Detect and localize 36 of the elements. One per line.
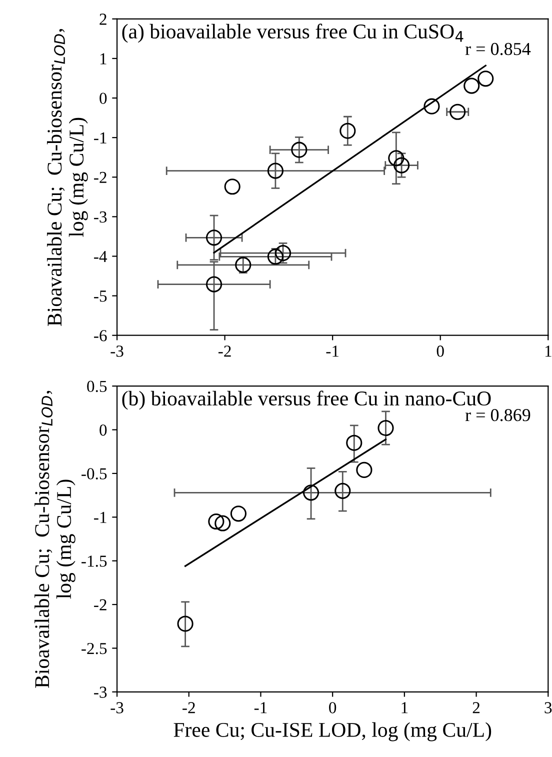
x-tick-label: 1 (402, 702, 408, 714)
x-tick-label: 3 (544, 702, 552, 714)
x-tick-label: 0 (329, 702, 336, 714)
y-tick-label: -2.5 (82, 642, 107, 654)
text: Bioavailable Cu; Cu-biosensor$_{LOD}$, log (mg Cu/L) (34, 390, 76, 688)
y-tick-label: 0 (100, 92, 107, 104)
x-tick-label: 2 (472, 702, 480, 714)
annotation: r = 0.869 (465, 408, 530, 422)
x-tick-label: -2 (182, 702, 195, 714)
x-tick-label: 1 (545, 346, 552, 357)
x-tick-label: -1 (254, 702, 267, 714)
y-tick-label: -6 (94, 330, 107, 342)
y-tick-label: -2 (94, 172, 106, 183)
y-tick-label: -1 (94, 512, 106, 523)
x-tick-label: -1 (326, 346, 339, 357)
annotation: r = 0.854 (465, 42, 531, 56)
text: Bioavailable Cu; Cu-biosensor$_{LOD}$, log (mg Cu/L) (47, 29, 88, 326)
chart-title: (a) bioavailable versus free Cu in CuSO$_{4}$ (122, 24, 464, 43)
x-tick-label: -3 (110, 346, 124, 357)
y-tick-label: -3 (94, 686, 107, 698)
chart-title: (b) bioavailable versus free Cu in nano-CuO (122, 390, 491, 410)
y-tick-label: -0.5 (82, 468, 107, 480)
y-tick-label: -1 (94, 132, 106, 144)
x-tick-label: 0 (436, 346, 444, 357)
y-tick-label: -1.5 (82, 556, 107, 567)
y-tick-label: -5 (94, 290, 107, 302)
y-tick-label: 1 (100, 53, 106, 64)
x-tick-label: -2 (218, 346, 231, 357)
y-tick-label: 0.5 (87, 380, 107, 392)
y-tick-label: 0 (100, 424, 107, 436)
x-tick-label: -3 (110, 702, 124, 714)
y-tick-label: -3 (94, 211, 107, 223)
x-axis-title: Free Cu; Cu-ISE LOD, log (mg Cu/L) (174, 722, 492, 742)
y-tick-label: -4 (94, 251, 108, 262)
y-tick-label: -2 (94, 599, 106, 610)
y-tick-label: 2 (100, 14, 106, 25)
